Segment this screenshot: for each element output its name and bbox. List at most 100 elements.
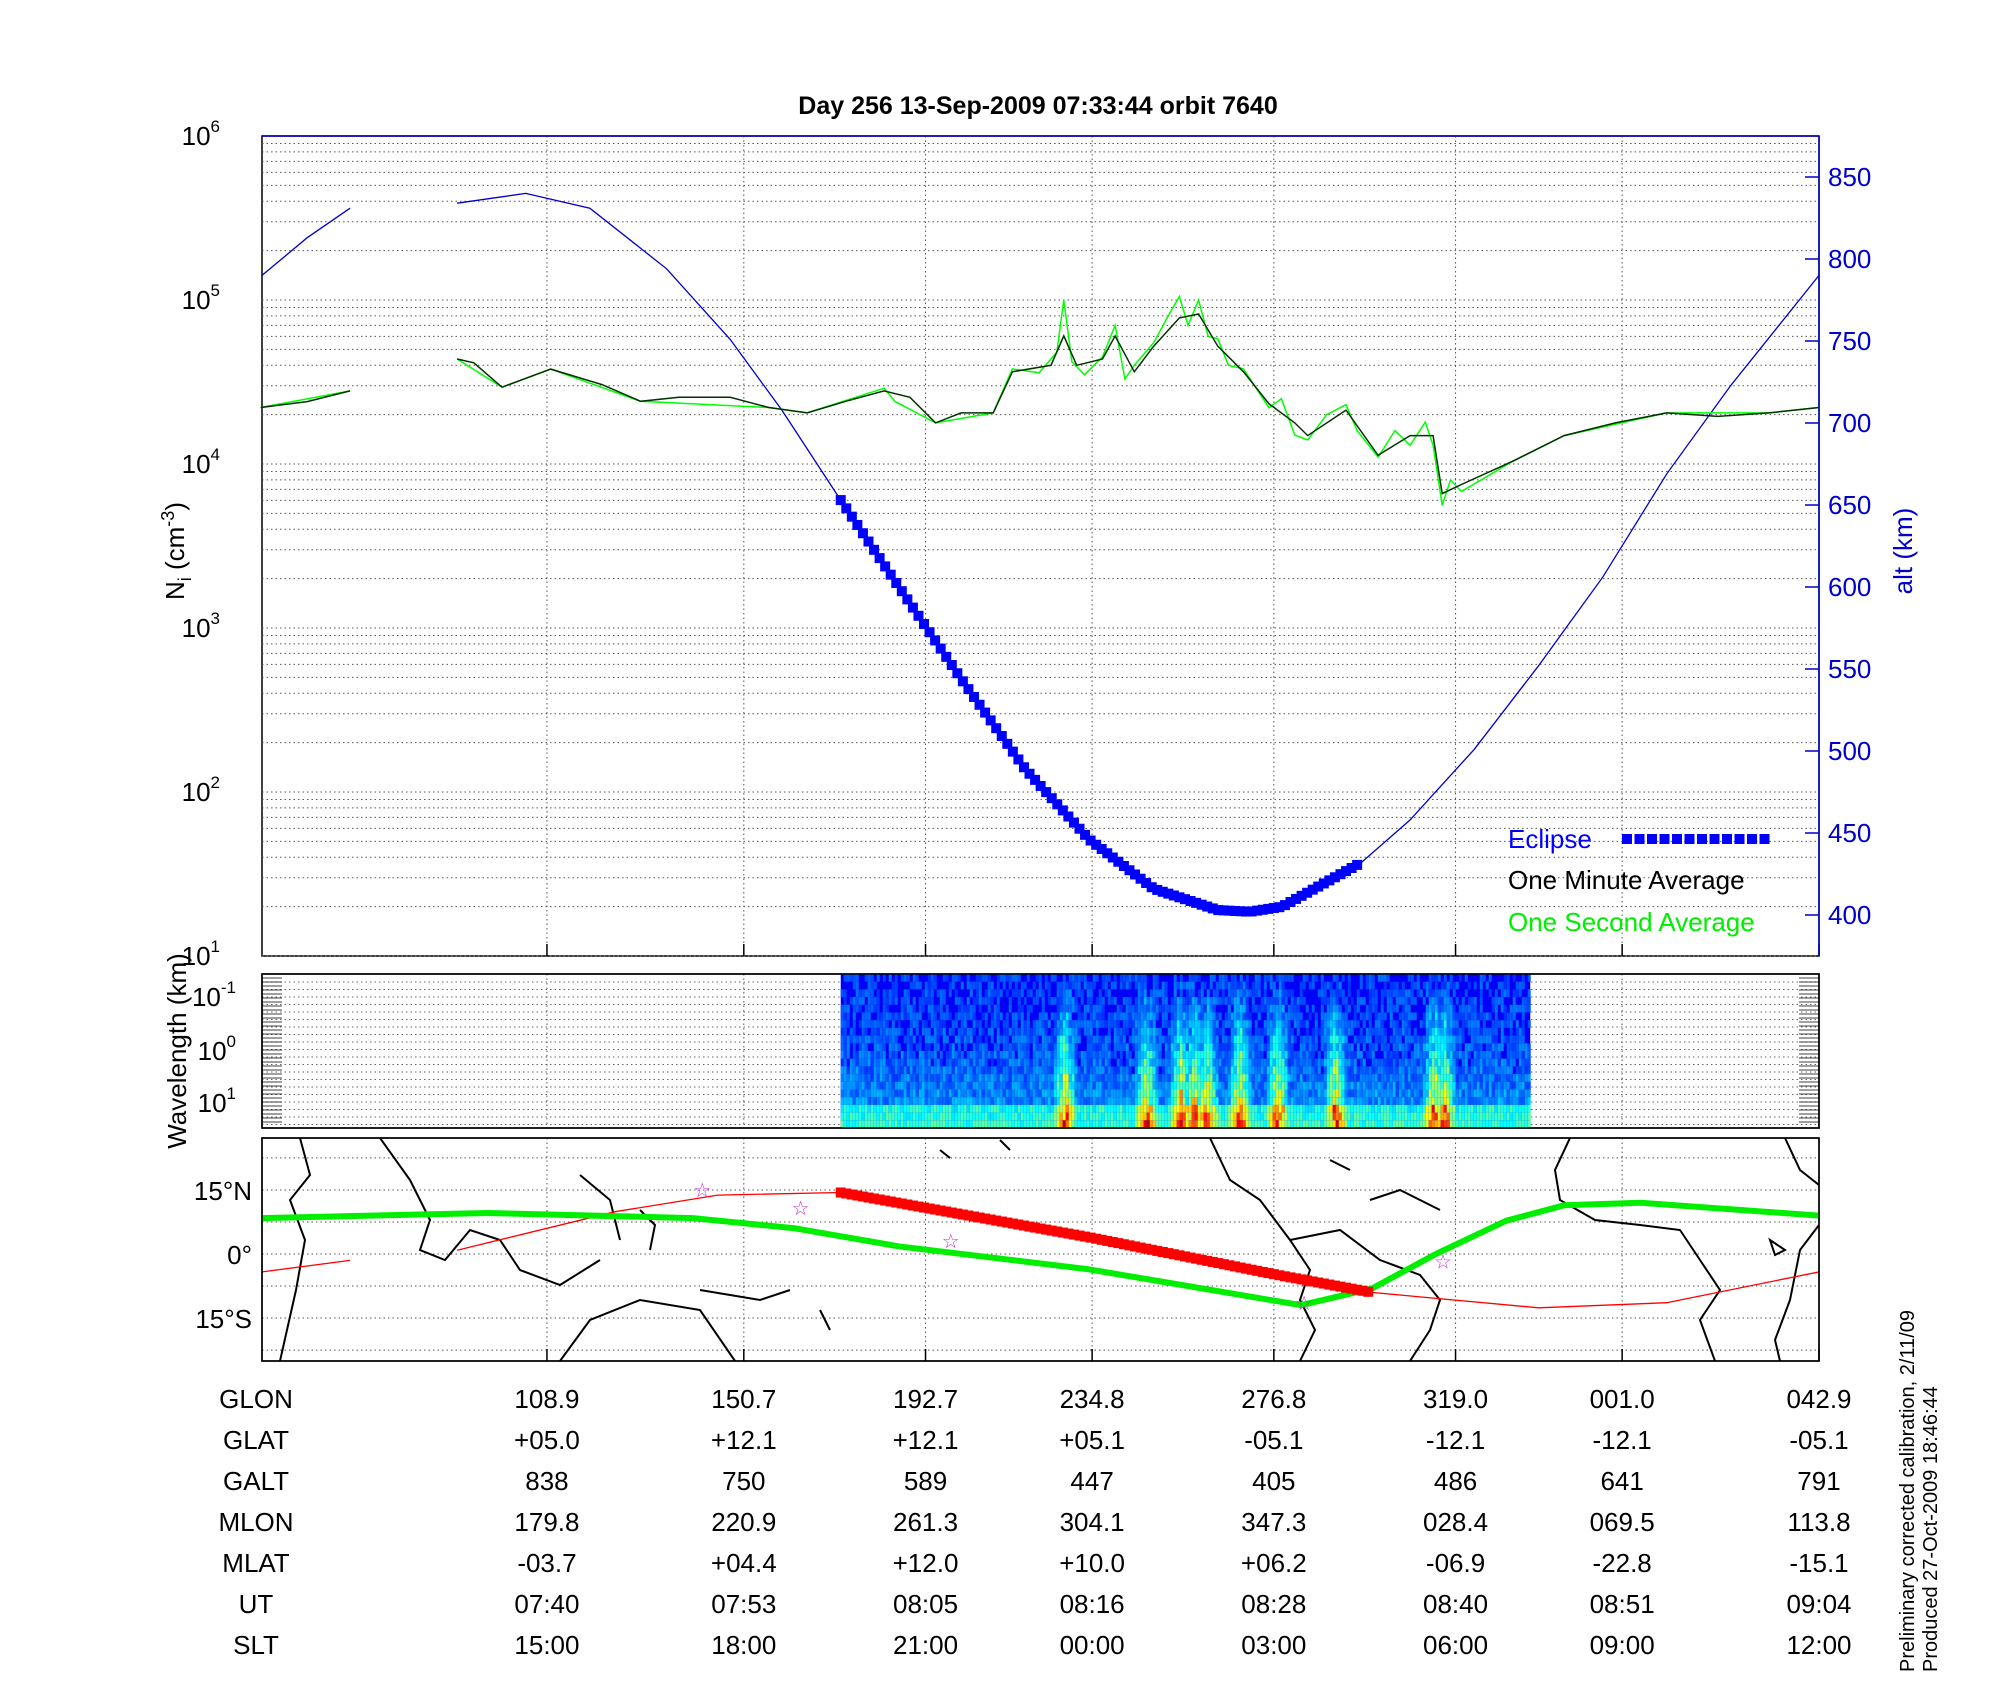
spectrogram-cell [1056,1104,1060,1113]
spectrogram-cell [1431,1004,1435,1013]
spectrogram-cell [1281,981,1285,990]
spectrogram-cell [1512,1112,1516,1121]
spectrogram-cell [1422,1074,1426,1082]
spectrogram-cell [1140,1097,1144,1105]
spectrogram-cell [1455,1081,1459,1090]
table-row: MLON 179.8 220.9 261.3 304.1 347.3 028.4 069.5 1… [218,1507,1850,1537]
spectrogram-cell [1440,1074,1444,1082]
spectrogram-cell [996,1089,1000,1098]
spectrogram-cell [1518,1058,1522,1067]
spectrogram-cell [1143,1074,1147,1082]
density-axis-label: Ni (cm-3) [158,502,195,600]
spectrogram-cell [1323,1074,1327,1082]
spectrogram-cell [1527,1120,1531,1128]
spectrogram-cell [1032,1020,1036,1028]
spectrogram-cell [1236,997,1240,1005]
spectrogram-cell [1437,1051,1441,1059]
spectrogram-cell [996,1074,1000,1082]
spectrogram-cell [1248,1089,1252,1098]
spectrogram-cell [1068,1043,1072,1051]
spectrogram-cell [1143,1112,1147,1121]
spectrogram-cell [1359,1066,1363,1075]
table-cell: 234.8 [1060,1384,1125,1414]
spectrogram-cell [1053,1012,1057,1021]
spectrogram-cell [1488,1089,1492,1098]
spectrogram-cell [1320,1089,1324,1098]
spectrogram-cell [906,1097,910,1105]
spectrogram-cell [1293,1104,1297,1113]
spectrogram-cell [855,1058,859,1067]
spectrogram-cell [1122,1112,1126,1121]
spectrogram-cell [1341,1058,1345,1067]
spectrogram-cell [1521,1035,1525,1044]
spectrogram-cell [1188,1051,1192,1059]
spectrogram-cell [1125,1043,1129,1051]
spectrogram-cell [1491,1058,1495,1067]
spectrogram-cell [1293,1020,1297,1028]
table-cell: 07:53 [711,1589,776,1619]
spectrogram-cell [1212,1089,1216,1098]
spectrogram-cell [1149,1120,1153,1128]
spectrogram-cell [1110,1120,1114,1128]
spectrogram-cell [1002,1089,1006,1098]
table-cell: +06.2 [1241,1548,1307,1578]
eclipse-marker [841,503,852,514]
spectrogram-cell [945,1004,949,1013]
spectrogram-cell [1341,1020,1345,1028]
spectrogram-cell [840,1035,844,1044]
spectrogram-cell [1146,1112,1150,1121]
spectrogram-cell [1458,1066,1462,1075]
spectrogram-cell [1266,1074,1270,1082]
spectrogram-cell [1245,1043,1249,1051]
spectrogram-cell [1371,1074,1375,1082]
spectrogram-cell [1170,997,1174,1005]
spectrogram-cell [1464,974,1468,982]
spectrogram-cell [972,1051,976,1059]
spectrogram-cell [1170,1120,1174,1128]
table-cell: -12.1 [1593,1425,1652,1455]
spectrogram-cell [957,1104,961,1113]
spectrogram-cell [1416,1043,1420,1051]
spectrogram-cell [1299,1058,1303,1067]
spectrogram-cell [1053,1027,1057,1036]
spectrogram-cell [1524,1104,1528,1113]
spectrogram-cell [1143,1089,1147,1098]
spectrogram-cell [1149,989,1153,998]
spectrogram-cell [840,1004,844,1013]
spectrogram-cell [1026,1012,1030,1021]
spectrogram-cell [1188,1081,1192,1090]
eclipse-track-marker [980,1213,991,1224]
spectrogram-cell [1083,1012,1087,1021]
eclipse-track-marker [1046,1225,1057,1236]
spectrogram-cell [1266,1027,1270,1036]
spectrogram-cell [1344,1112,1348,1121]
spectrogram-cell [1215,1012,1219,1021]
spectrogram-cell [1428,1089,1432,1098]
spectrogram-cell [849,1027,853,1036]
spectrogram-cell [894,1051,898,1059]
row-label-glat: GLAT [223,1425,289,1455]
spectrogram-cell [990,1051,994,1059]
spectrogram-cell [1422,1043,1426,1051]
spectrogram-cell [963,1020,967,1028]
spectrogram-cell [1308,1097,1312,1105]
spectrogram-cell [843,1020,847,1028]
spectrogram-cell [888,1120,892,1128]
spectrogram-cell [1302,981,1306,990]
spectrogram-cell [1155,1004,1159,1013]
spectrogram-cell [1416,1112,1420,1121]
spectrogram-cell [1281,1081,1285,1090]
spectrogram-cell [1347,1058,1351,1067]
tick-base: 10 [182,613,211,643]
spectrogram-cell [1242,1043,1246,1051]
eclipse-marker [996,731,1007,742]
spectrogram-cell [1521,1020,1525,1028]
spectrogram-cell [1254,1004,1258,1013]
spectrogram-cell [1233,1089,1237,1098]
spectrogram-cell [858,1035,862,1044]
spectrogram-cell [945,1035,949,1044]
spectrogram-cell [1374,1004,1378,1013]
spectrogram-cell [1506,1020,1510,1028]
spectrogram-cell [1338,1104,1342,1113]
spectrogram-cell [1053,1081,1057,1090]
